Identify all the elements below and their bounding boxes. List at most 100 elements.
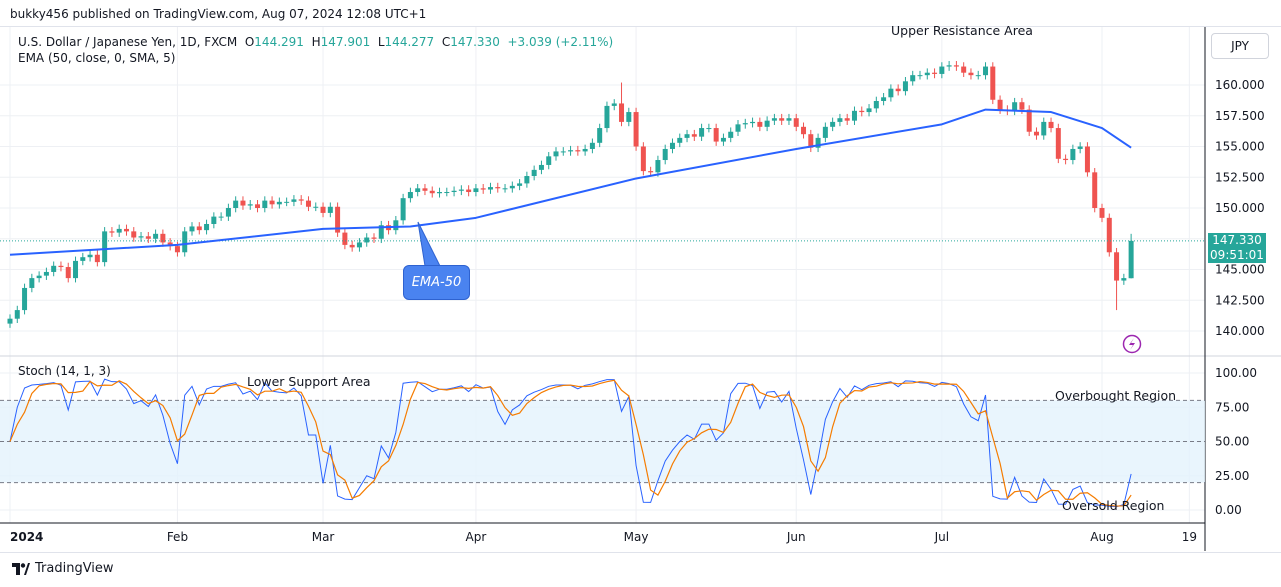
candle-body	[22, 287, 28, 311]
candle-body	[1055, 128, 1061, 159]
candle-body	[429, 190, 435, 194]
price-tick: 155.000	[1215, 140, 1265, 154]
candle-body	[1048, 121, 1054, 129]
candle-body	[123, 228, 129, 232]
lower-support-label: Lower Support Area	[247, 374, 371, 389]
candle-body	[1106, 217, 1112, 253]
candle-body	[1012, 102, 1018, 111]
candle-body	[859, 110, 865, 113]
time-tick: Apr	[466, 530, 487, 544]
candle-body	[349, 244, 355, 248]
tradingview-logo-icon	[12, 562, 30, 575]
price-tick: 160.000	[1215, 78, 1265, 92]
oversold-label: Oversold Region	[1062, 498, 1165, 513]
stoch-tick: 50.00	[1215, 435, 1249, 449]
ema-callout-pointer	[417, 221, 441, 267]
candle-body	[946, 65, 952, 67]
ema50-line	[9, 108, 1132, 256]
candle-body	[990, 66, 996, 100]
price-tick: 157.500	[1215, 109, 1265, 123]
candle-body	[276, 201, 282, 205]
candle-body	[568, 150, 574, 152]
candle-body	[174, 246, 180, 253]
candle-body	[1033, 131, 1039, 136]
candle-body	[786, 118, 792, 121]
lightning-icon	[1122, 334, 1142, 354]
candle-body	[699, 128, 705, 137]
candle-body	[720, 137, 726, 142]
candle-body	[145, 236, 151, 239]
candle-body	[626, 112, 632, 122]
candle-body	[87, 254, 93, 258]
candle-body	[393, 220, 399, 231]
candle-body	[14, 310, 20, 319]
candle-body	[677, 137, 683, 143]
candle-body	[939, 66, 945, 74]
candle-body	[189, 226, 195, 232]
bar-countdown: 09:51:01	[1210, 248, 1264, 262]
candle-body	[182, 231, 188, 253]
candle-body	[531, 169, 537, 177]
time-tick: 19	[1182, 530, 1197, 544]
candle-body	[218, 216, 224, 218]
candle-body	[953, 65, 959, 67]
candle-body	[102, 231, 108, 263]
candle-body	[138, 236, 144, 238]
candle-body	[444, 192, 450, 194]
candle-body	[866, 108, 872, 113]
candle-body	[1077, 146, 1083, 149]
chart-frame	[0, 26, 1281, 553]
candle-body	[844, 118, 850, 121]
candle-body	[204, 223, 210, 231]
candle-body	[822, 126, 828, 138]
candle-body	[131, 231, 137, 238]
candle-body	[779, 118, 785, 121]
candle-body	[560, 151, 566, 153]
footer-brand: TradingView	[35, 561, 114, 576]
candle-body	[502, 188, 508, 190]
stoch-legend[interactable]: Stoch (14, 1, 3)	[18, 364, 111, 378]
low-value: 144.277	[384, 35, 435, 49]
candle-body	[793, 118, 799, 127]
candle-body	[342, 232, 348, 245]
candle-body	[211, 216, 217, 224]
candle-body	[524, 176, 530, 184]
candle-body	[291, 199, 297, 202]
stoch-d-line	[9, 379, 1132, 507]
candle-body	[808, 134, 814, 148]
candle-body	[269, 200, 275, 205]
time-tick: Mar	[312, 530, 335, 544]
candle-body	[73, 260, 79, 279]
ema-callout[interactable]: EMA-50	[403, 265, 470, 300]
currency-button[interactable]: JPY	[1211, 33, 1269, 59]
candle-body	[932, 72, 938, 74]
candle-body	[43, 271, 49, 276]
candle-body	[764, 120, 770, 127]
upper-resistance-label: Upper Resistance Area	[891, 23, 1033, 38]
candle-body	[713, 128, 719, 142]
ema-legend[interactable]: EMA (50, close, 0, SMA, 5)	[18, 51, 176, 65]
candle-body	[655, 160, 661, 173]
time-tick: Aug	[1090, 530, 1113, 544]
candle-body	[320, 206, 326, 213]
candle-body	[313, 206, 319, 208]
candle-body	[255, 204, 261, 208]
candle-body	[669, 142, 675, 149]
close-label: C	[441, 35, 451, 49]
candle-body	[415, 188, 421, 193]
candle-body	[640, 146, 646, 172]
candle-body	[196, 226, 202, 231]
candle-body	[924, 72, 930, 76]
high-label: H	[311, 35, 321, 49]
candle-body	[298, 199, 304, 201]
candle-body	[167, 242, 173, 247]
candle-body	[961, 66, 967, 73]
high-value: 147.901	[320, 35, 371, 49]
candle-body	[1084, 146, 1090, 173]
candle-body	[553, 151, 559, 157]
candle-body	[771, 118, 777, 121]
overbought-label: Overbought Region	[1055, 388, 1177, 403]
candle-body	[873, 100, 879, 109]
candle-body	[116, 228, 122, 233]
